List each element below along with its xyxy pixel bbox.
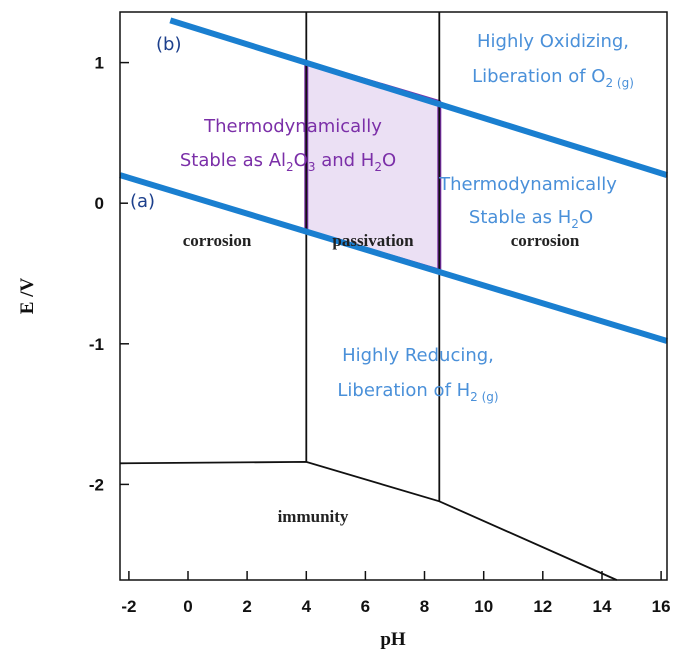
region-label-corrosion-right: corrosion [511,231,580,250]
phase-boundary-1 [119,460,618,581]
region-label-immunity: immunity [278,507,349,526]
annotation-stable-al2o3-line2: Stable as Al2O3 and H2O [180,150,396,174]
water-line-b [169,17,668,178]
x-tick-label: 12 [533,597,552,616]
line-label-a: (a) [130,191,155,212]
x-tick-label: 14 [593,597,612,616]
x-tick-label: 2 [242,597,251,616]
x-tick-label: 6 [361,597,370,616]
annotation-stable-water-line1: Thermodynamically [438,174,617,195]
line-label-b: (b) [156,34,181,55]
x-axis-title: pH [380,629,406,650]
x-tick-label: 8 [420,597,429,616]
y-tick-label: -1 [89,335,104,354]
x-tick-label: -2 [121,597,136,616]
annotation-reducing-line2: Liberation of H2 (g) [337,380,498,404]
annotation-oxidizing-line2: Liberation of O2 (g) [472,66,634,90]
x-tick-label: 0 [183,597,192,616]
label-background [154,34,184,55]
label-background [128,191,158,212]
region-label-passivation: passivation [332,231,414,250]
annotation-stable-water-line2: Stable as H2O [469,207,593,231]
y-tick-label: 1 [95,54,104,73]
x-tick-label: 16 [652,597,671,616]
region-label-corrosion-left: corrosion [183,231,252,250]
y-axis-title: E /V [17,278,38,315]
plot-frame [119,11,668,581]
water-line-a [119,172,668,344]
annotation-stable-al2o3-line1: Thermodynamically [203,116,382,137]
y-tick-label: -2 [89,475,104,494]
y-tick-label: 0 [95,194,104,213]
x-tick-label: 4 [302,597,312,616]
x-tick-label: 10 [474,597,493,616]
annotation-reducing-line1: Highly Reducing, [342,345,494,366]
annotation-oxidizing-line1: Highly Oxidizing, [477,31,629,52]
